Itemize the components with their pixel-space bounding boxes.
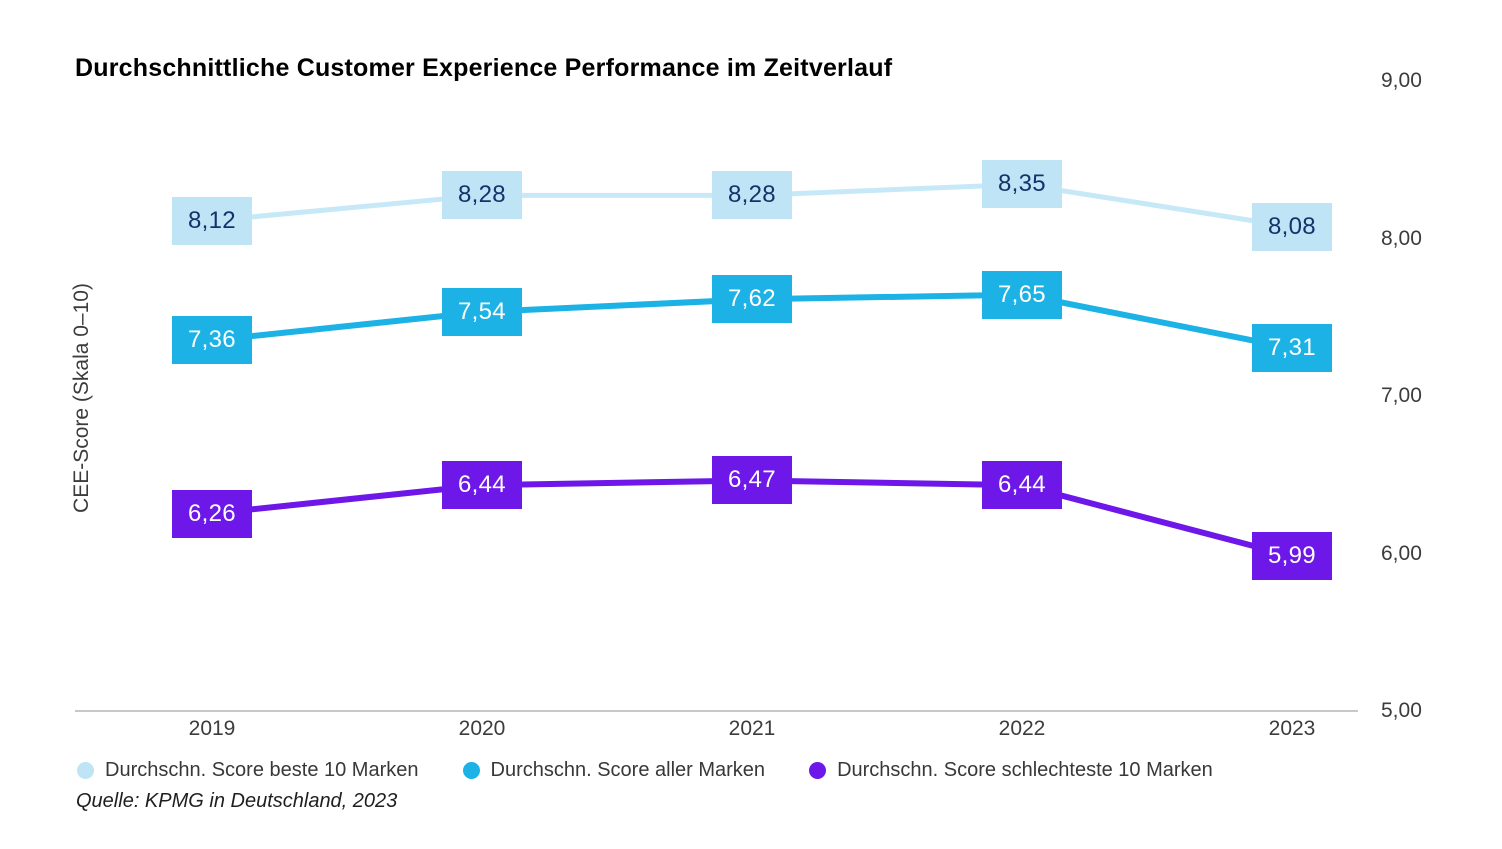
data-label-series-2-2023: 5,99 — [1252, 532, 1332, 581]
data-label-series-1-2019: 7,36 — [172, 316, 252, 365]
chart-title: Durchschnittliche Customer Experience Pe… — [75, 54, 893, 82]
legend-label: Durchschn. Score beste 10 Marken — [105, 759, 419, 781]
data-label-series-0-2022: 8,35 — [982, 160, 1062, 209]
source-note: Quelle: KPMG in Deutschland, 2023 — [76, 790, 398, 812]
data-label-series-2-2022: 6,44 — [982, 461, 1062, 510]
data-label-series-2-2021: 6,47 — [712, 456, 792, 505]
x-tick-2021: 2021 — [728, 717, 776, 740]
data-label-series-0-2019: 8,12 — [172, 196, 252, 245]
legend-label: Durchschn. Score aller Marken — [490, 759, 766, 781]
legend-item-aller-marken: Durchschn. Score aller Marken — [462, 759, 766, 782]
data-label-series-0-2023: 8,08 — [1252, 202, 1332, 251]
data-label-series-1-2021: 7,62 — [712, 275, 792, 324]
data-label-series-0-2020: 8,28 — [442, 171, 522, 220]
legend-label: Durchschn. Score schlechteste 10 Marken — [837, 759, 1213, 781]
y-tick-7: 7,00 — [1381, 384, 1422, 407]
data-label-series-1-2023: 7,31 — [1252, 324, 1332, 373]
y-tick-9: 9,00 — [1381, 69, 1422, 92]
legend-item-schlechteste-10-marken: Durchschn. Score schlechteste 10 Marken — [809, 759, 1213, 782]
x-tick-2022: 2022 — [998, 717, 1046, 740]
data-label-series-1-2020: 7,54 — [442, 287, 522, 336]
legend-dot-beste-10-marken — [77, 762, 94, 779]
legend-dot-aller-marken — [462, 762, 480, 779]
legend-dot-schlechteste-10-marken — [809, 762, 827, 779]
data-label-series-0-2021: 8,28 — [712, 171, 792, 220]
data-label-series-2-2020: 6,44 — [442, 461, 522, 510]
data-label-series-2-2019: 6,26 — [172, 489, 252, 538]
y-tick-5: 5,00 — [1381, 699, 1422, 722]
data-label-series-1-2022: 7,65 — [982, 270, 1062, 319]
x-tick-2020: 2020 — [458, 717, 506, 740]
x-tick-2023: 2023 — [1268, 717, 1316, 740]
x-tick-2019: 2019 — [188, 717, 236, 740]
x-axis-line — [75, 710, 1358, 712]
y-tick-6: 6,00 — [1381, 541, 1422, 565]
legend-item-beste-10-marken: Durchschn. Score beste 10 Marken — [77, 759, 419, 782]
y-tick-8: 8,00 — [1381, 226, 1422, 250]
legend: Durchschn. Score beste 10 Marken Durchsc… — [77, 759, 1213, 782]
